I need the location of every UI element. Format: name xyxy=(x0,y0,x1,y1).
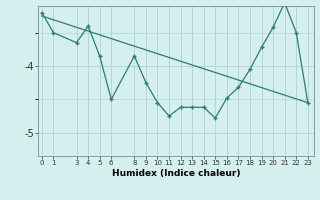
X-axis label: Humidex (Indice chaleur): Humidex (Indice chaleur) xyxy=(112,169,240,178)
